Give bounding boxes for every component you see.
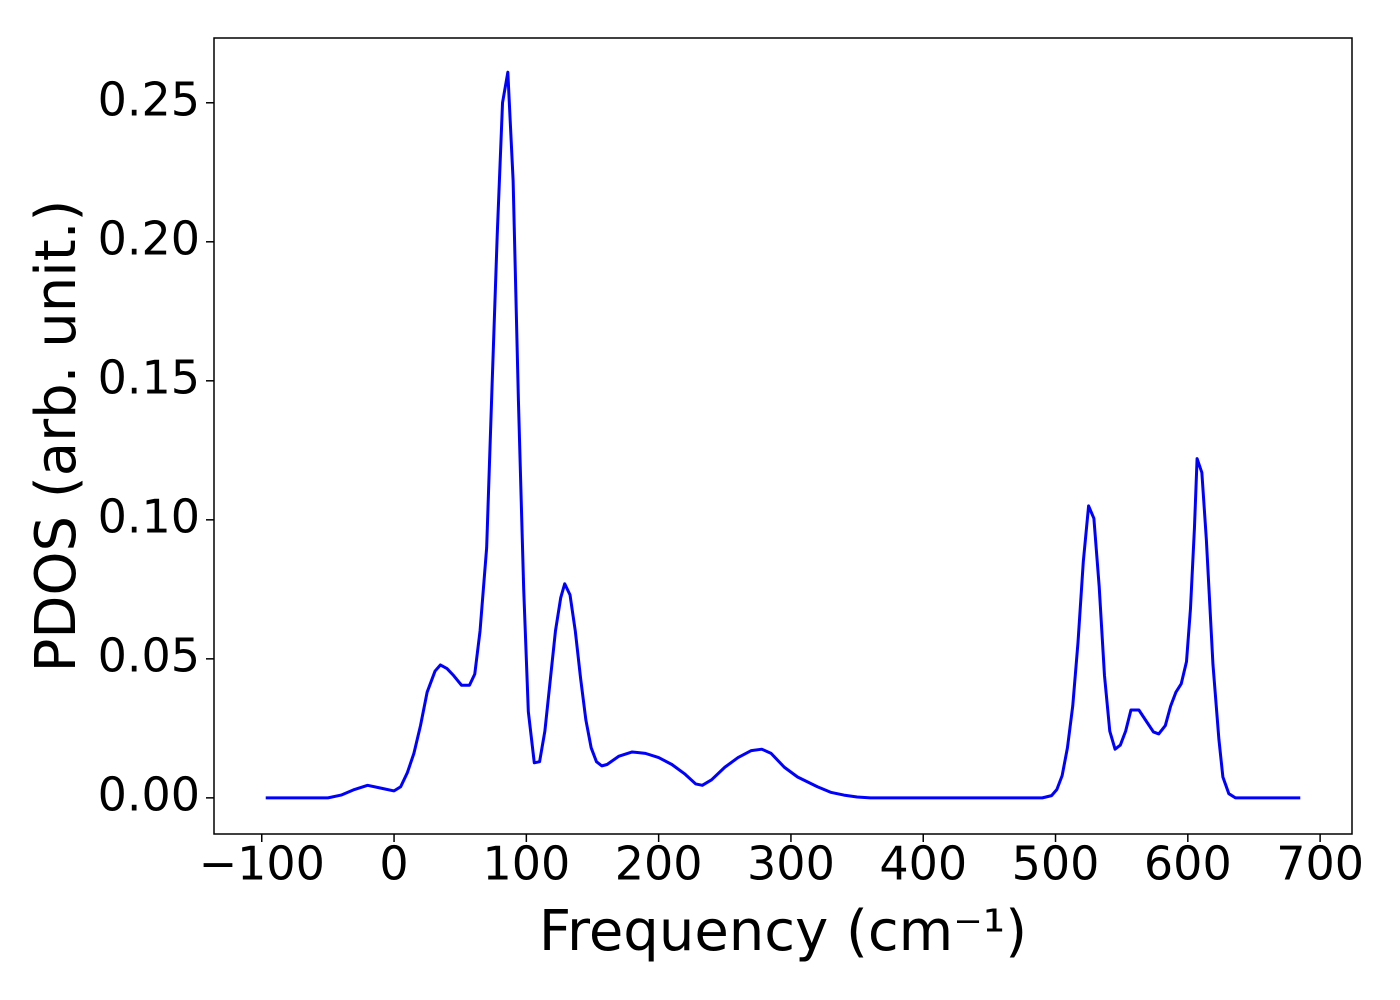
x-tick-label: 200 — [615, 837, 703, 891]
x-tick-label: 700 — [1276, 837, 1364, 891]
line — [265, 70, 1301, 800]
x-tick-label: 600 — [1144, 837, 1232, 891]
x-tick-label: 500 — [1012, 837, 1100, 891]
y-tick-label: 0.15 — [98, 350, 200, 404]
x-tick-label: 400 — [879, 837, 967, 891]
y-tick-label: 0.10 — [98, 489, 200, 543]
y-axis-label: PDOS (arb. unit.) — [24, 200, 89, 673]
y-tick-label: 0.00 — [98, 767, 200, 821]
plot-frame — [213, 37, 1353, 835]
y-tick-label: 0.20 — [98, 211, 200, 265]
x-tick-label: 100 — [482, 837, 570, 891]
y-tick-label: 0.25 — [98, 72, 200, 126]
x-tick-label: −100 — [199, 837, 325, 891]
x-tick-label: 0 — [379, 837, 408, 891]
y-tick-label: 0.05 — [98, 628, 200, 682]
x-axis-label: Frequency (cm⁻¹) — [539, 899, 1027, 964]
x-tick-label: 300 — [747, 837, 835, 891]
